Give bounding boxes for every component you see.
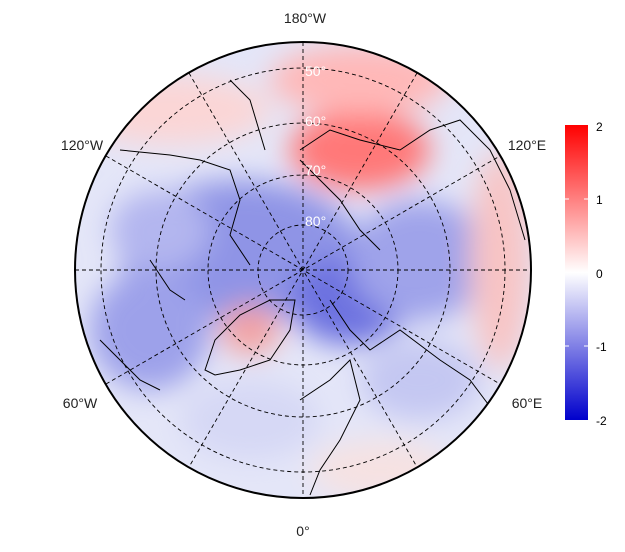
colorbar-tick-neg2: -2	[596, 414, 607, 428]
lon-label-180w: 180°W	[284, 10, 327, 26]
lon-label-60w: 60°W	[63, 395, 98, 411]
lat-label-70: 70°	[305, 162, 326, 178]
colorbar: 2 1 0 -1 -2	[565, 120, 607, 428]
lon-label-120e: 120°E	[508, 137, 546, 153]
colorbar-tick-1: 1	[596, 193, 603, 207]
lon-label-120w: 120°W	[61, 137, 104, 153]
colorbar-gradient	[565, 125, 588, 420]
coastlines	[99, 79, 526, 496]
colorbar-tick-2: 2	[596, 120, 603, 134]
colorbar-tick-neg1: -1	[596, 340, 607, 354]
lon-label-0: 0°	[296, 523, 309, 539]
lat-label-60: 60°	[305, 113, 326, 129]
map-boundary	[74, 41, 532, 499]
lat-label-50: 50°	[305, 63, 326, 79]
lon-label-60e: 60°E	[512, 395, 543, 411]
anomaly-field	[75, 42, 531, 498]
graticule	[75, 42, 531, 498]
lat-label-80: 80°	[305, 213, 326, 229]
colorbar-tick-0: 0	[596, 267, 603, 281]
